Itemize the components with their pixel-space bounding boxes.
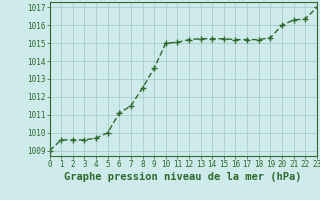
X-axis label: Graphe pression niveau de la mer (hPa): Graphe pression niveau de la mer (hPa): [64, 172, 302, 182]
